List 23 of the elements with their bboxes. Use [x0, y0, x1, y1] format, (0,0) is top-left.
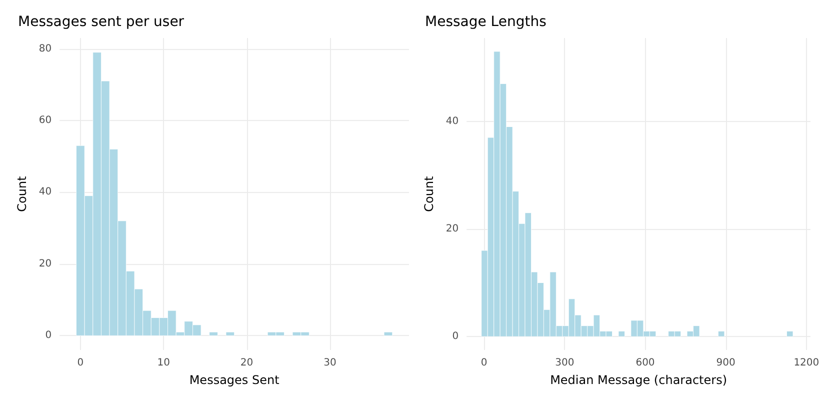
x-tick-label: 900 [716, 358, 736, 368]
x-tick-label: 0 [77, 358, 84, 368]
x-axis-title: Median Message (characters) [550, 373, 728, 387]
x-axis-title: Messages Sent [189, 373, 280, 387]
x-tick-label: 600 [636, 358, 655, 368]
chart-title: Messages sent per user [18, 14, 184, 30]
x-tick-label: 20 [240, 358, 254, 368]
y-tick-label: 0 [452, 331, 459, 342]
x-tick-label: 300 [555, 358, 574, 368]
y-tick-label: 60 [38, 114, 52, 126]
x-tick-label: 0 [480, 358, 488, 368]
chart-title: Message Lengths [425, 14, 546, 30]
y-tick-label: 40 [38, 186, 52, 198]
y-tick-label: 0 [45, 330, 52, 342]
y-tick-label: 40 [446, 116, 459, 127]
x-tick-label: 30 [324, 358, 336, 368]
y-tick-label: 80 [38, 43, 52, 54]
x-tick-label: 1200 [794, 358, 820, 368]
y-tick-label: 20 [446, 223, 459, 234]
y-tick-label: 20 [38, 258, 52, 270]
y-axis-title: Count [15, 176, 29, 212]
x-tick-label: 10 [157, 358, 170, 368]
y-axis-title: Count [422, 176, 436, 212]
